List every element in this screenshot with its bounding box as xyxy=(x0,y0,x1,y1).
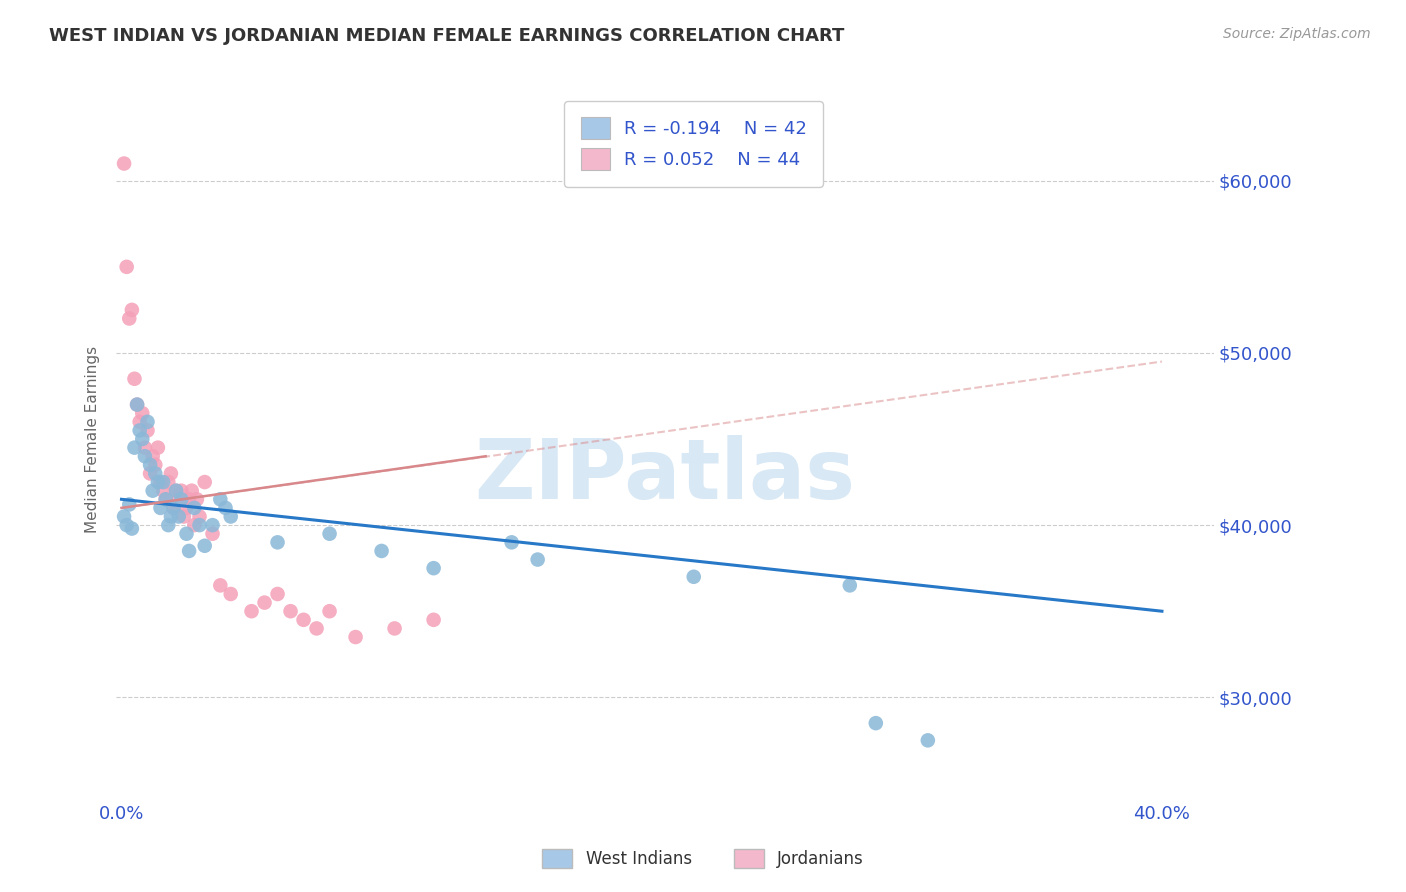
Point xyxy=(152,483,174,498)
Point xyxy=(125,398,148,412)
Text: WEST INDIAN VS JORDANIAN MEDIAN FEMALE EARNINGS CORRELATION CHART: WEST INDIAN VS JORDANIAN MEDIAN FEMALE E… xyxy=(49,27,845,45)
Point xyxy=(160,467,183,481)
Point xyxy=(194,539,217,553)
Point xyxy=(162,500,184,515)
Point xyxy=(170,483,193,498)
Point xyxy=(201,518,224,533)
Point xyxy=(176,500,198,515)
Point xyxy=(162,500,184,515)
Point xyxy=(682,570,704,584)
Point xyxy=(165,483,187,498)
Point xyxy=(157,518,180,533)
Point xyxy=(917,733,939,747)
Point xyxy=(155,492,177,507)
Point xyxy=(201,526,224,541)
Point xyxy=(209,492,232,507)
Point xyxy=(142,483,165,498)
Point xyxy=(143,467,166,481)
Point xyxy=(115,260,138,274)
Point xyxy=(128,415,150,429)
Point xyxy=(143,458,166,472)
Point xyxy=(173,509,195,524)
Point xyxy=(422,613,444,627)
Point xyxy=(526,552,548,566)
Point xyxy=(167,509,190,524)
Point xyxy=(112,509,135,524)
Point xyxy=(152,475,174,489)
Point xyxy=(136,424,159,438)
Point xyxy=(188,518,211,533)
Point xyxy=(177,492,200,507)
Point xyxy=(177,544,200,558)
Point xyxy=(186,492,208,507)
Point xyxy=(124,441,146,455)
Point xyxy=(125,398,148,412)
Point xyxy=(219,587,242,601)
Legend: West Indians, Jordanians: West Indians, Jordanians xyxy=(536,842,870,875)
Point xyxy=(838,578,860,592)
Text: ZIPatlas: ZIPatlas xyxy=(475,434,856,516)
Point xyxy=(183,500,205,515)
Point xyxy=(139,467,162,481)
Point xyxy=(118,498,141,512)
Point xyxy=(214,500,236,515)
Point xyxy=(292,613,315,627)
Point xyxy=(240,604,263,618)
Point xyxy=(318,604,340,618)
Point xyxy=(134,449,156,463)
Point xyxy=(121,522,143,536)
Point xyxy=(146,475,169,489)
Y-axis label: Median Female Earnings: Median Female Earnings xyxy=(86,345,100,533)
Point xyxy=(280,604,302,618)
Legend: R = -0.194    N = 42, R = 0.052    N = 44: R = -0.194 N = 42, R = 0.052 N = 44 xyxy=(564,101,823,186)
Point xyxy=(180,483,202,498)
Point xyxy=(112,156,135,170)
Point xyxy=(160,509,183,524)
Text: Source: ZipAtlas.com: Source: ZipAtlas.com xyxy=(1223,27,1371,41)
Point xyxy=(370,544,392,558)
Point xyxy=(155,492,177,507)
Point xyxy=(266,535,288,549)
Point xyxy=(149,475,172,489)
Point xyxy=(167,492,190,507)
Point xyxy=(118,311,141,326)
Point xyxy=(194,475,217,489)
Point xyxy=(131,406,153,420)
Point xyxy=(266,587,288,601)
Point xyxy=(219,509,242,524)
Point xyxy=(305,622,328,636)
Point xyxy=(139,458,162,472)
Point xyxy=(422,561,444,575)
Point xyxy=(157,475,180,489)
Point xyxy=(146,441,169,455)
Point xyxy=(170,492,193,507)
Point xyxy=(128,424,150,438)
Point xyxy=(134,441,156,455)
Point xyxy=(344,630,367,644)
Point xyxy=(253,596,276,610)
Point xyxy=(501,535,523,549)
Point xyxy=(115,518,138,533)
Point xyxy=(149,500,172,515)
Point xyxy=(131,432,153,446)
Point xyxy=(183,518,205,533)
Point xyxy=(142,449,165,463)
Point xyxy=(165,483,187,498)
Point xyxy=(209,578,232,592)
Point xyxy=(176,526,198,541)
Point xyxy=(384,622,406,636)
Point xyxy=(124,372,146,386)
Point xyxy=(136,415,159,429)
Point xyxy=(865,716,887,731)
Point xyxy=(318,526,340,541)
Point xyxy=(188,509,211,524)
Point xyxy=(121,302,143,317)
